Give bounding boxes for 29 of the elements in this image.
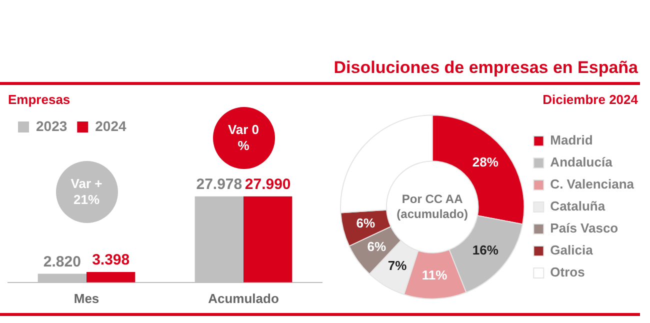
legend-label: Galicia [550, 242, 594, 258]
legend-label: C. Valenciana [550, 176, 635, 192]
data-label: 27.990 [244, 176, 291, 193]
bar [86, 272, 136, 282]
legend-label: País Vasco [550, 220, 618, 236]
legend-label: Madrid [550, 132, 593, 148]
legend-label: 2023 [36, 118, 68, 134]
legend-label: 2024 [95, 118, 127, 134]
chart-subtitle: Empresas [8, 92, 70, 107]
x-tick-label: Mes [74, 290, 100, 306]
data-label: 7% [388, 258, 408, 273]
data-label: 27.978 [196, 176, 242, 193]
legend-label: Andalucía [550, 154, 614, 170]
data-label: 28% [472, 154, 499, 170]
chart-subtitle: Diciembre 2024 [542, 92, 638, 107]
data-label: 11% [422, 267, 448, 282]
x-tick-label: Acumulado [208, 290, 279, 306]
data-label: 2.820 [43, 253, 81, 270]
data-label: 3.398 [92, 252, 130, 269]
data-label: 6% [356, 216, 376, 231]
bar [244, 196, 292, 282]
legend-label: Cataluña [550, 198, 606, 214]
text: Por CC AA (acumulado) [396, 192, 469, 222]
data-label: 6% [367, 239, 386, 254]
round-badge: Var 0 % [212, 107, 274, 170]
chart-title: Disoluciones de empresas en España [334, 58, 638, 78]
round-badge: Var + 21% [56, 161, 118, 224]
legend-label: Otros [550, 264, 585, 280]
data-label: 16% [472, 242, 499, 258]
